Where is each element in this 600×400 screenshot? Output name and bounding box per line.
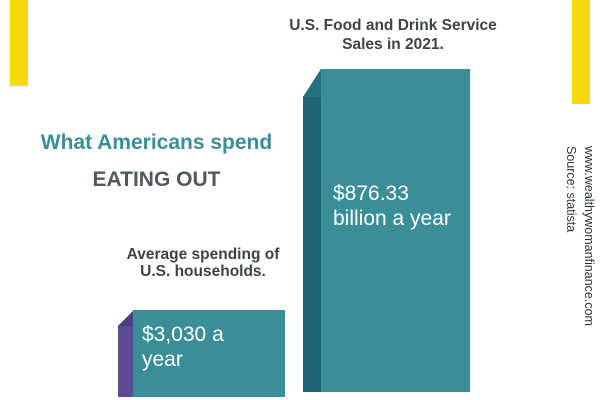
- data-label-sales: $876.33 billion a year: [333, 182, 451, 231]
- data-label-households: $3,030 a year: [142, 323, 224, 372]
- bar-households-side: [118, 311, 133, 397]
- website-label: www.wealthywomanfinance.com: [582, 146, 596, 326]
- source-credit: www.wealthywomanfinance.com Source: stat…: [562, 146, 598, 326]
- category-label-sales: U.S. Food and Drink Service Sales in 202…: [289, 17, 497, 54]
- bar-households: [133, 310, 285, 397]
- source-label: Source: statista: [563, 146, 578, 233]
- chart-title-line1: What Americans spend: [40, 131, 273, 154]
- bar-sales: [321, 69, 470, 392]
- bar-sales-side: [303, 69, 321, 392]
- category-label-households: Average spending of U.S. households.: [126, 246, 280, 281]
- chart-title-line2: EATING OUT: [92, 168, 221, 191]
- accent-bar-left: [10, 0, 28, 86]
- accent-bar-right: [572, 0, 590, 104]
